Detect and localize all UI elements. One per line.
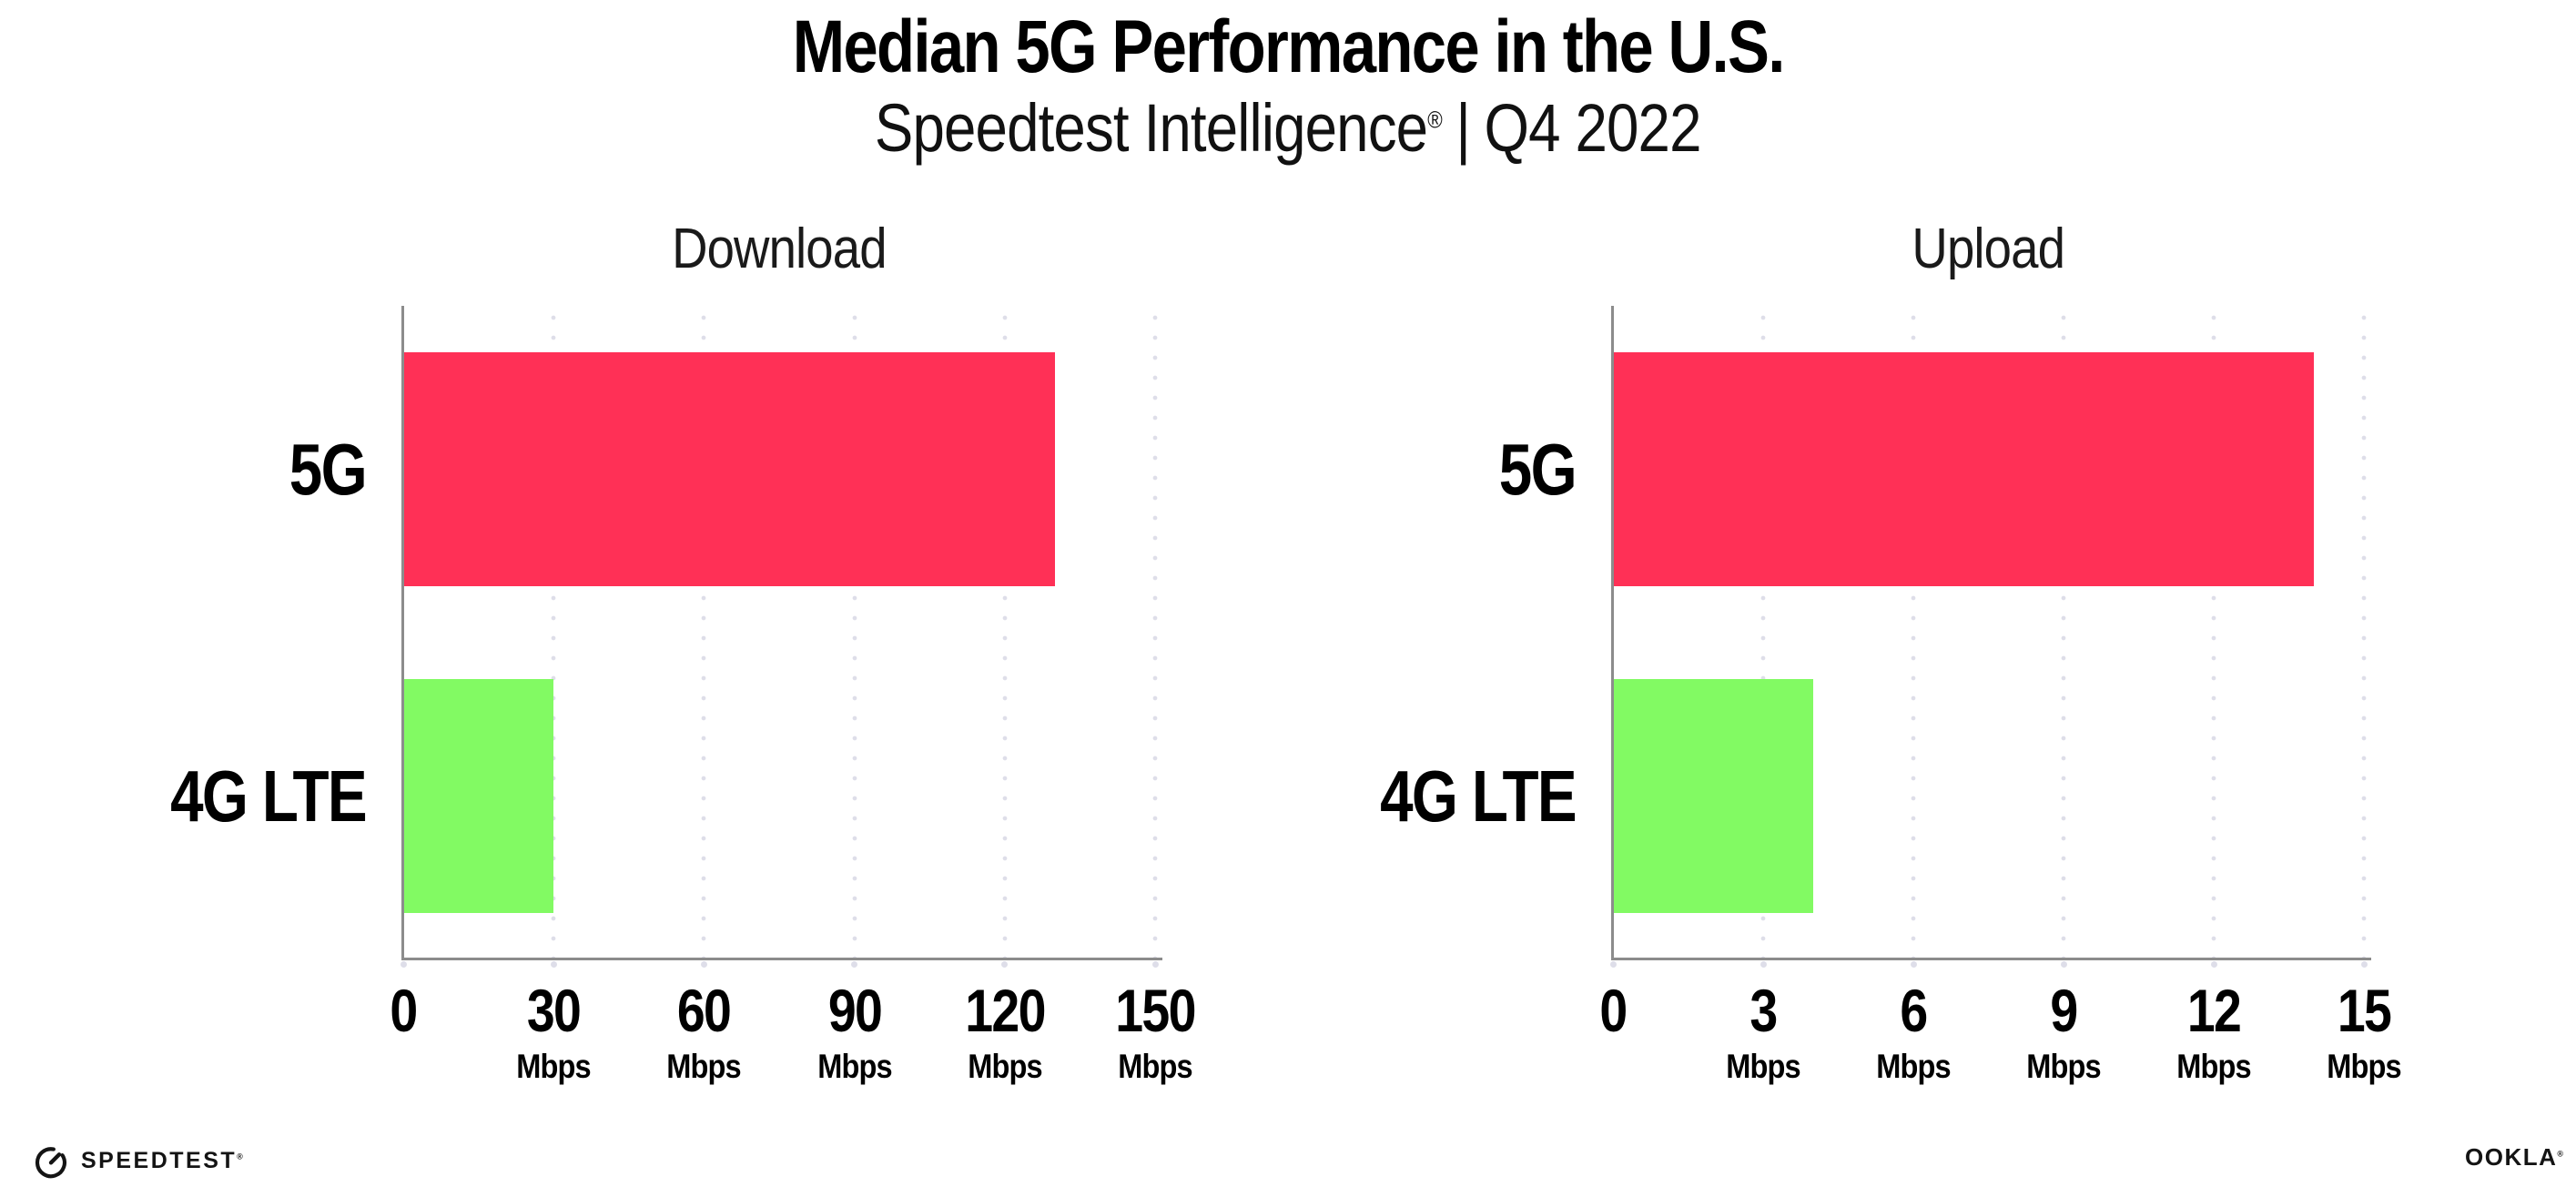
x-tick-value: 3 (1749, 977, 1778, 1044)
gridline-90 (851, 306, 857, 958)
x-tick-unit: Mbps (968, 1048, 1042, 1085)
registered-mark-icon: ® (237, 1151, 246, 1161)
x-tick-6: 6 Mbps (1871, 979, 1956, 1085)
x-tick-value: 12 (2186, 977, 2242, 1044)
x-tick-unit: Mbps (1118, 1048, 1192, 1085)
x-tick-unit: Mbps (516, 1048, 591, 1085)
speedtest-wordmark: SPEEDTEST (81, 1147, 238, 1173)
subtitle-brand: Speedtest Intelligence (875, 90, 1428, 166)
x-tick-0: 0 (388, 979, 420, 1041)
chart-title: Download (672, 218, 887, 280)
gridline-60 (701, 306, 707, 958)
plot-area (1611, 306, 2371, 960)
x-tick-value: 120 (965, 977, 1046, 1044)
bar-5g-upload (1613, 352, 2314, 586)
x-tick-value: 9 (2050, 977, 2078, 1044)
y-tick-label-5g: 5G (1498, 428, 1577, 510)
speedtest-logo: SPEEDTEST® (30, 1140, 245, 1182)
x-tick-value: 6 (1900, 977, 1928, 1044)
ookla-logo: OOKLA® (2465, 1143, 2565, 1172)
x-tick-value: 15 (2337, 977, 2392, 1044)
x-tick-mark (1910, 961, 1917, 968)
x-tick-unit: Mbps (2176, 1048, 2251, 1085)
x-tick-unit: Mbps (1726, 1048, 1800, 1085)
bar-5g-download (403, 352, 1055, 586)
bar-4g-lte-upload (1613, 679, 1813, 913)
x-tick-unit: Mbps (2026, 1048, 2101, 1085)
gridline-120 (1001, 306, 1008, 958)
x-tick-mark (400, 961, 407, 968)
x-tick-value: 60 (677, 977, 732, 1044)
y-tick-label-4g-lte: 4G LTE (170, 755, 368, 837)
speedtest-gauge-icon (35, 1147, 66, 1179)
x-tick-90: 90 Mbps (812, 979, 897, 1085)
x-tick-60: 60 Mbps (662, 979, 746, 1085)
chart-title: Upload (1912, 218, 2066, 280)
x-tick-15: 15 Mbps (2322, 979, 2407, 1085)
x-tick-150: 150 Mbps (1108, 979, 1202, 1085)
x-axis-spine (401, 958, 1162, 960)
x-tick-mark (2210, 961, 2217, 968)
x-tick-mark (1151, 961, 1159, 968)
subtitle-period: Q4 2022 (1484, 90, 1702, 166)
gridline-6 (1911, 306, 1916, 958)
x-tick-0: 0 (1597, 979, 1629, 1041)
x-tick-mark (550, 961, 557, 968)
gridline-12 (2211, 306, 2216, 958)
x-tick-30: 30 Mbps (512, 979, 596, 1085)
x-tick-mark (2060, 961, 2067, 968)
x-tick-value: 30 (527, 977, 582, 1044)
gridline-30 (551, 306, 557, 958)
x-tick-value: 90 (827, 977, 882, 1044)
y-axis-spine (401, 306, 404, 960)
x-tick-unit: Mbps (666, 1048, 742, 1085)
x-tick-value: 0 (1599, 977, 1628, 1044)
x-tick-unit: Mbps (1876, 1048, 1951, 1085)
x-tick-mark (2360, 961, 2368, 968)
x-tick-mark (1001, 961, 1009, 968)
page-title: Median 5G Performance in the U.S. (792, 5, 1785, 88)
y-tick-label-4g-lte: 4G LTE (1380, 755, 1577, 837)
x-tick-value: 0 (390, 977, 418, 1044)
x-tick-unit: Mbps (2327, 1048, 2401, 1085)
registered-mark-icon: ® (1427, 106, 1443, 134)
gridline-3 (1760, 306, 1766, 958)
gridline-15 (2361, 306, 2367, 958)
bar-4g-lte-download (403, 679, 554, 913)
x-tick-mark (1760, 961, 1767, 968)
x-tick-unit: Mbps (816, 1048, 892, 1085)
gridline-150 (1152, 306, 1158, 958)
x-tick-value: 150 (1115, 977, 1196, 1044)
subtitle-divider: | (1455, 90, 1472, 166)
x-tick-12: 12 Mbps (2172, 979, 2257, 1085)
registered-mark-icon: ® (2557, 1149, 2565, 1159)
y-tick-label-5g: 5G (289, 428, 368, 510)
x-tick-mark (1609, 961, 1617, 968)
x-axis-spine (1611, 958, 2371, 960)
x-tick-120: 120 Mbps (958, 979, 1052, 1085)
x-tick-mark (851, 961, 858, 968)
page-subtitle: Speedtest Intelligence® | Q4 2022 (0, 87, 2576, 169)
x-tick-3: 3 Mbps (1721, 979, 1806, 1085)
ookla-wordmark: OOKLA (2465, 1143, 2558, 1171)
gridline-9 (2061, 306, 2066, 958)
plot-area (401, 306, 1162, 960)
x-tick-mark (700, 961, 707, 968)
x-tick-9: 9 Mbps (2022, 979, 2106, 1085)
y-axis-spine (1611, 306, 1614, 960)
